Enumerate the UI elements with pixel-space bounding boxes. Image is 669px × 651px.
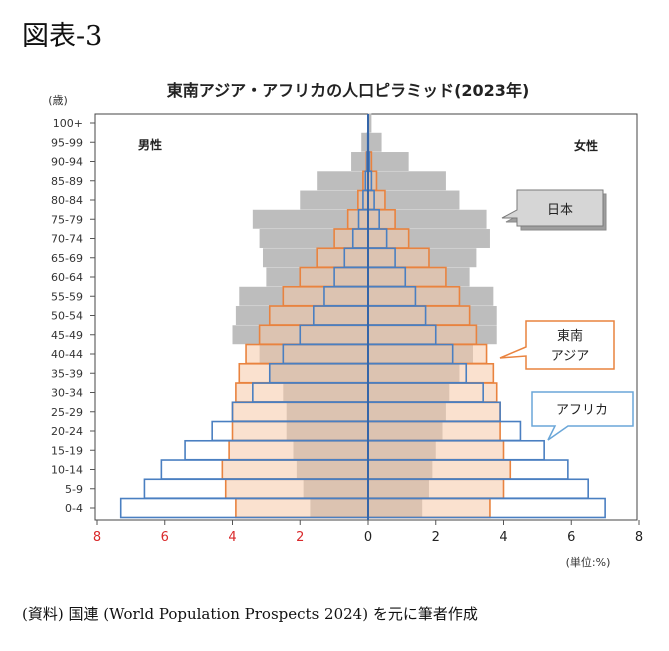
bar-東南アジア-female-30-34 xyxy=(367,382,498,403)
bar-東南アジア-female-15-19 xyxy=(367,439,505,461)
callout-sea-label-line1: 東南 xyxy=(557,328,583,344)
bar-日本-male-80-84 xyxy=(300,190,368,210)
bar-東南アジア-female-20-24 xyxy=(367,420,501,442)
bar-東南アジア-male-10-14 xyxy=(221,459,369,480)
x-unit-label: (単位:%) xyxy=(566,555,611,569)
y-tick-label: 5-9 xyxy=(65,483,83,496)
bar-東南アジア-male-45-49 xyxy=(258,324,369,346)
bar-日本-male-95-99 xyxy=(361,132,368,152)
bar-日本-female-75-79 xyxy=(368,209,487,229)
bar-日本-female-85-89 xyxy=(368,171,446,191)
bar-東南アジア-male-70-74 xyxy=(333,228,369,249)
bar-東南アジア-male-65-69 xyxy=(316,247,369,269)
bar-東南アジア-male-20-24 xyxy=(231,420,369,442)
y-tick-label: 10-14 xyxy=(51,464,83,477)
bar-東南アジア-male-35-39 xyxy=(238,362,369,384)
x-tick-label: 4 xyxy=(228,530,236,545)
bar-東南アジア-female-40-44 xyxy=(367,343,488,365)
bar-東南アジア-female-35-39 xyxy=(367,362,495,384)
bar-東南アジア-female-10-14 xyxy=(367,459,512,480)
y-tick-label: 20-24 xyxy=(51,425,83,438)
x-tick-label: 4 xyxy=(499,530,507,545)
bar-東南アジア-male-5-9 xyxy=(224,478,369,500)
y-tick-label: 50-54 xyxy=(51,310,83,323)
bar-東南アジア-male-0-4 xyxy=(235,497,369,519)
bar-日本-female-95-99 xyxy=(368,132,382,152)
bar-東南アジア-female-75-79 xyxy=(367,208,396,230)
plot-frame xyxy=(94,113,638,521)
source-note: (資料) 国連 (World Population Prospects 2024… xyxy=(22,605,478,623)
y-tick-label: 80-84 xyxy=(51,194,83,207)
y-tick-label: 55-59 xyxy=(51,290,83,303)
bar-東南アジア-female-55-59 xyxy=(367,285,461,307)
callout-africa: アフリカ xyxy=(531,391,634,441)
y-tick-label: 45-49 xyxy=(51,329,83,342)
y-tick-label: 70-74 xyxy=(51,233,83,246)
bar-東南アジア-female-0-4 xyxy=(367,497,491,519)
y-axis-unit-label: (歳) xyxy=(48,94,68,107)
x-tick-label: 0 xyxy=(364,530,372,545)
y-tick-label: 90-94 xyxy=(51,156,83,169)
population-pyramid-chart: 東南アジア・アフリカの人口ピラミッド(2023年) (歳) 0-4 5-9 10-1… xyxy=(48,81,643,569)
bar-東南アジア-female-50-54 xyxy=(367,305,471,326)
x-tick-label: 8 xyxy=(93,530,101,545)
x-tick-label: 8 xyxy=(635,530,643,545)
y-tick-label: 95-99 xyxy=(51,136,83,149)
female-label: 女性 xyxy=(574,138,598,153)
x-tick-label: 6 xyxy=(567,530,575,545)
chart-title: 東南アジア・アフリカの人口ピラミッド(2023年) xyxy=(167,81,530,100)
y-tick-label: 30-34 xyxy=(51,387,83,400)
bar-日本-male-75-79 xyxy=(252,209,368,229)
bar-東南アジア-female-5-9 xyxy=(367,478,505,500)
y-tick-label: 75-79 xyxy=(51,213,83,226)
callout-southeast-asia: 東南 アジア xyxy=(499,320,615,370)
x-tick-label: 6 xyxy=(161,530,169,545)
bar-日本-female-80-84 xyxy=(368,190,460,210)
y-tick-label: 35-39 xyxy=(51,367,83,380)
y-tick-label: 85-89 xyxy=(51,175,83,188)
bar-日本-male-85-89 xyxy=(317,171,368,191)
bar-東南アジア-female-85-89 xyxy=(367,170,378,192)
y-tick-label: 100+ xyxy=(53,117,83,130)
bar-日本-male-90-94 xyxy=(351,152,368,171)
bar-東南アジア-female-25-29 xyxy=(367,401,501,423)
y-tick-label: 25-29 xyxy=(51,406,83,419)
x-tick-label: 2 xyxy=(296,530,304,545)
figure-label: 図表-3 xyxy=(22,21,103,52)
bar-東南アジア-male-40-44 xyxy=(245,343,369,365)
bar-東南アジア-female-45-49 xyxy=(367,324,478,346)
y-tick-label: 15-19 xyxy=(51,444,83,457)
male-label: 男性 xyxy=(138,137,162,152)
bar-東南アジア-female-70-74 xyxy=(367,228,410,249)
bar-東南アジア-male-30-34 xyxy=(235,382,369,403)
y-tick-label: 40-44 xyxy=(51,348,83,361)
callout-japan-label: 日本 xyxy=(547,203,573,218)
bar-東南アジア-male-55-59 xyxy=(282,285,369,307)
x-tick-label: 2 xyxy=(432,530,440,545)
callout-africa-label: アフリカ xyxy=(556,403,608,418)
bar-日本-female-100+ xyxy=(368,113,372,133)
bar-東南アジア-male-15-19 xyxy=(228,439,369,461)
y-tick-label: 65-69 xyxy=(51,252,83,265)
callout-sea-label-line2: アジア xyxy=(551,349,589,364)
y-tick-label: 0-4 xyxy=(65,502,83,515)
bar-日本-female-90-94 xyxy=(368,152,409,171)
bar-東南アジア-female-65-69 xyxy=(367,247,430,269)
bar-東南アジア-male-50-54 xyxy=(268,305,369,326)
callout-japan: 日本 xyxy=(501,189,607,231)
bar-東南アジア-female-60-64 xyxy=(367,266,447,288)
y-tick-label: 60-64 xyxy=(51,271,83,284)
bar-東南アジア-male-25-29 xyxy=(231,401,369,423)
bar-東南アジア-female-80-84 xyxy=(367,189,386,211)
